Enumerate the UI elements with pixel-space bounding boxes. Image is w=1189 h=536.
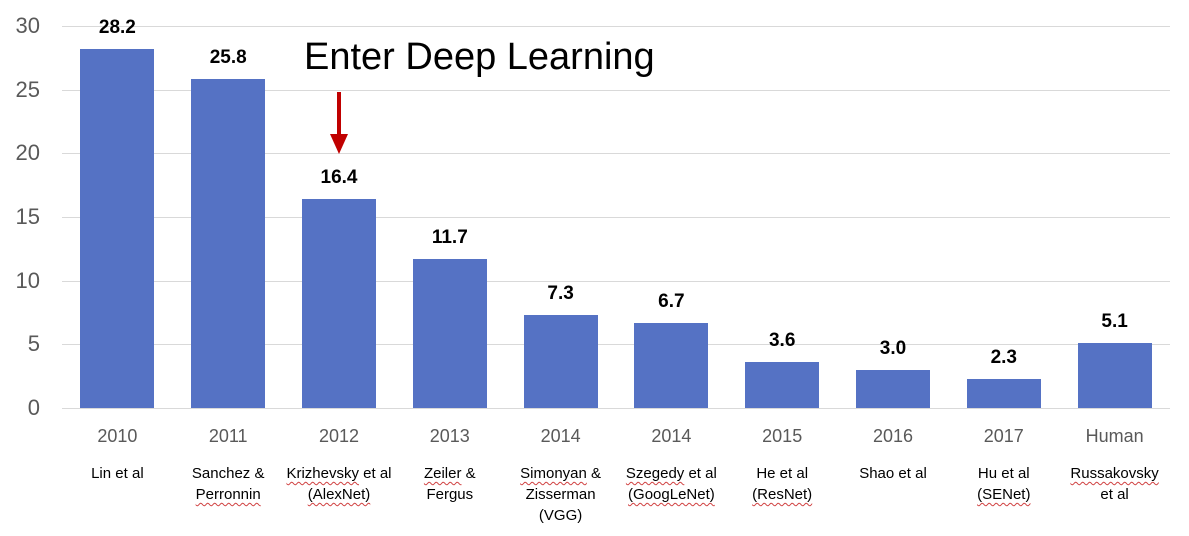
- value-label: 7.3: [547, 283, 574, 305]
- bar: [191, 79, 266, 408]
- author-line: (GoogLeNet): [628, 486, 715, 503]
- x-tick-label: 2015: [762, 426, 803, 446]
- bar: [302, 199, 376, 408]
- bar: [412, 259, 487, 408]
- gridline: [62, 344, 1170, 345]
- author-label: Szegedy et al (GoogLeNet): [611, 463, 731, 505]
- author-line: (VGG): [538, 507, 583, 524]
- author-line: Zeiler &: [423, 465, 476, 482]
- gridline: [62, 90, 1170, 91]
- author-line: Szegedy et al: [625, 465, 717, 482]
- y-tick-label: 15: [15, 204, 40, 229]
- value-label: 16.4: [320, 167, 358, 189]
- author-label: Sanchez & Perronnin: [168, 463, 288, 505]
- arrow-shaft: [337, 92, 341, 136]
- x-tick-label: 2011: [208, 426, 248, 446]
- author-line: (SENet): [977, 486, 1031, 503]
- bar: [966, 378, 1041, 408]
- author-label: Hu et al (SENet): [944, 463, 1064, 505]
- gridline: [62, 153, 1170, 154]
- y-tick-label: 5: [27, 331, 40, 357]
- bar: [856, 369, 930, 408]
- author-label: Krizhevsky et al (AlexNet): [279, 463, 399, 505]
- bar: [745, 362, 820, 408]
- author-label: Shao et al: [833, 463, 953, 484]
- author-label: Simonyan & Zisserman (VGG): [501, 463, 621, 526]
- x-tick-label: 2017: [983, 426, 1024, 446]
- x-tick-label: Human: [1085, 426, 1144, 446]
- y-tick-label: 0: [27, 395, 40, 420]
- gridline: [62, 281, 1170, 282]
- author-label: He et al (ResNet): [722, 463, 842, 505]
- x-tick-label: 2014: [651, 426, 692, 446]
- x-tick-label: 2016: [872, 426, 914, 446]
- author-line: Lin et al: [91, 465, 144, 482]
- author-label: Lin et al: [57, 463, 177, 484]
- author-line: Zisserman: [525, 486, 596, 503]
- bar: [634, 322, 709, 408]
- author-line: et al: [1100, 486, 1129, 503]
- author-line: Sanchez &: [191, 465, 265, 482]
- value-label: 25.8: [209, 47, 247, 69]
- value-label: 5.1: [1101, 311, 1128, 333]
- gridline: [62, 408, 1170, 409]
- author-line: (ResNet): [752, 486, 813, 503]
- author-line: Perronnin: [195, 486, 261, 503]
- y-tick-label: 10: [15, 267, 40, 293]
- author-line: Simonyan &: [520, 465, 602, 482]
- value-label: 6.7: [658, 290, 685, 312]
- gridline: [62, 26, 1170, 27]
- bar: [1077, 343, 1152, 408]
- x-tick-label: 2012: [318, 426, 360, 446]
- value-label: 2.3: [990, 346, 1017, 368]
- author-line: (AlexNet): [307, 486, 371, 503]
- author-line: Krizhevsky et al: [286, 465, 392, 482]
- author-label: Zeiler & Fergus: [390, 463, 510, 505]
- gridline: [62, 217, 1170, 218]
- y-tick-label: 25: [15, 76, 40, 102]
- y-tick-label: 20: [15, 140, 40, 166]
- author-line: He et al: [756, 465, 809, 482]
- author-line: Russakovsky: [1070, 465, 1159, 482]
- arrow-head: [330, 134, 348, 154]
- value-label: 3.6: [768, 330, 796, 352]
- annotation-text: Enter Deep Learning: [304, 36, 655, 78]
- y-tick-label: 30: [15, 13, 40, 38]
- bar: [523, 315, 598, 408]
- x-tick-label: 2014: [540, 426, 581, 446]
- value-label: 28.2: [98, 16, 136, 38]
- value-label: 11.7: [431, 227, 468, 249]
- bar: [80, 48, 155, 408]
- author-line: Hu et al: [977, 465, 1030, 482]
- author-label: Russakovsky et al: [1055, 463, 1175, 505]
- x-tick-label: 2013: [429, 426, 470, 446]
- value-label: 3.0: [879, 337, 907, 359]
- author-line: Fergus: [426, 486, 474, 503]
- author-line: Shao et al: [859, 465, 927, 482]
- x-tick-label: 2010: [97, 426, 138, 446]
